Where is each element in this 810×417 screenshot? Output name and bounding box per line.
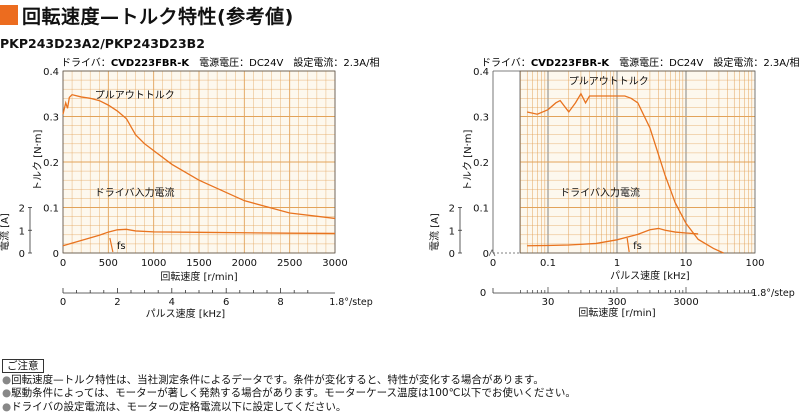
x2-tick-label: 4	[169, 297, 175, 308]
model-number: PKP243D23A2/PKP243D23B2	[0, 36, 205, 51]
y2-tick-label: 1	[449, 226, 455, 237]
x2-tick-label: 30	[542, 297, 555, 308]
y-tick-label: 0.3	[43, 113, 59, 124]
x2-tick-label: 2	[114, 297, 120, 308]
x-tick-label: 0.1	[540, 258, 556, 269]
notes-heading: ご注意	[2, 359, 44, 373]
bullet-icon: ●	[2, 400, 12, 413]
x-tick-label: 2500	[277, 258, 302, 269]
x2-note: 1.8°/step	[329, 297, 373, 308]
plot-frame	[62, 70, 336, 254]
x-tick-label: 1000	[141, 258, 166, 269]
x2-tick-label: 0	[480, 288, 486, 299]
note-text: ドライバの設定電流は、モーターの定格電流以下に設定してください。	[11, 400, 347, 413]
note-line-1: ●回転速度—トルク特性は、当社測定条件によるデータです。条件が変化すると、特性が…	[2, 374, 576, 387]
x2-tick-label: 6	[223, 297, 229, 308]
y-tick-label: 0.4	[43, 67, 59, 78]
series-line-input-current	[62, 228, 336, 247]
x2-axis-label: パルス速度 [kHz]	[146, 307, 226, 320]
x-tick-label: 100	[745, 258, 764, 269]
y2-tick-label: 2	[449, 204, 455, 215]
fs-marker	[109, 237, 114, 253]
page-title: 回転速度—トルク特性(参考値)	[0, 2, 294, 28]
y-tick-label: 0.1	[473, 204, 489, 215]
series-label-current: ドライバ入力電流	[560, 186, 640, 199]
fs-label: fs	[633, 241, 642, 252]
x-tick-label: 500	[99, 258, 118, 269]
chart-subtitle: ドライバ：CVD223FBR-K 電源電圧：DC24V 設定電流：2.3A/相	[481, 56, 800, 69]
y2-tick-label: 2	[19, 204, 25, 215]
x2-tick-label: 3000	[673, 297, 698, 308]
subtitle-conditions: 電源電圧：DC24V 設定電流：2.3A/相	[189, 56, 379, 69]
x-tick-label: 1500	[186, 258, 211, 269]
subtitle-model: CVD223FBR-K	[111, 58, 191, 69]
subtitle-conditions: 電源電圧：DC24V 設定電流：2.3A/相	[609, 56, 799, 69]
note-text: 回転速度—トルク特性は、当社測定条件によるデータです。条件が変化すると、特性が変…	[11, 374, 544, 386]
y2-tick-label: 0	[449, 249, 455, 260]
series-label-pullout: プルアウトトルク	[95, 89, 175, 101]
y-tick-label: 0	[483, 249, 489, 260]
x2-axis-label: 回転速度 [r/min]	[578, 306, 655, 319]
axis-break-icon	[488, 249, 496, 257]
subtitle-label: ドライバ：	[481, 57, 531, 69]
fs-label: fs	[117, 241, 126, 252]
x-axis-label: パルス速度 [kHz]	[610, 269, 690, 282]
y2-axis-label: 電流 [A]	[428, 213, 441, 251]
note-line-3: ●ドライバの設定電流は、モーターの定格電流以下に設定してください。	[2, 401, 576, 414]
y-axis-label: トルク [N·m]	[462, 130, 474, 191]
subtitle-model: CVD223FBR-K	[531, 58, 611, 69]
x-tick-label: 0	[490, 258, 496, 269]
series-line-input-current	[527, 227, 699, 247]
x2-note: 1.8°/step	[751, 288, 795, 299]
x-tick-label: 2000	[232, 258, 257, 269]
plot-frame	[519, 70, 756, 254]
y2-tick-label: 0	[19, 249, 25, 260]
y-tick-label: 0.1	[43, 204, 59, 215]
note-line-2: ●駆動条件によっては、モーターが著しく発熱する場合があります。モーターケース温度…	[2, 387, 576, 400]
series-label-current: ドライバ入力電流	[95, 186, 175, 199]
title-text: 回転速度—トルク特性(参考値)	[22, 5, 294, 28]
x-axis-label: 回転速度 [r/min]	[160, 270, 237, 283]
y-tick-label: 0.4	[473, 67, 489, 78]
title-square-icon	[0, 5, 18, 25]
y-tick-label: 0	[53, 249, 59, 260]
x-tick-label: 1	[614, 258, 620, 269]
y-tick-label: 0.3	[473, 113, 489, 124]
bullet-icon: ●	[2, 374, 12, 386]
series-label-pullout: プルアウトトルク	[569, 76, 649, 88]
x2-tick-label: 8	[277, 297, 283, 308]
notes: ご注意 ●回転速度—トルク特性は、当社測定条件によるデータです。条件が変化すると…	[2, 359, 576, 414]
x-tick-label: 3000	[322, 258, 347, 269]
y2-axis-label: 電流 [A]	[0, 213, 11, 251]
fs-marker	[626, 237, 630, 253]
series-line-pullout-torque	[62, 93, 336, 220]
subtitle-label: ドライバ：	[61, 57, 111, 69]
y-tick-label: 0.2	[473, 158, 489, 169]
series-line-pullout-torque	[527, 92, 724, 254]
x-tick-label: 0	[60, 258, 66, 269]
x-tick-label: 10	[680, 258, 693, 269]
note-text: 駆動条件によっては、モーターが著しく発熱する場合があります。モーターケース温度は…	[11, 387, 576, 400]
y2-tick-label: 1	[19, 226, 25, 237]
y-axis-label: トルク [N·m]	[32, 130, 44, 191]
y-tick-label: 0.2	[43, 158, 59, 169]
x2-tick-label: 300	[607, 297, 626, 308]
chart-subtitle: ドライバ：CVD223FBR-K 電源電圧：DC24V 設定電流：2.3A/相	[61, 56, 380, 69]
x2-tick-label: 0	[60, 297, 66, 308]
bullet-icon: ●	[2, 387, 12, 400]
